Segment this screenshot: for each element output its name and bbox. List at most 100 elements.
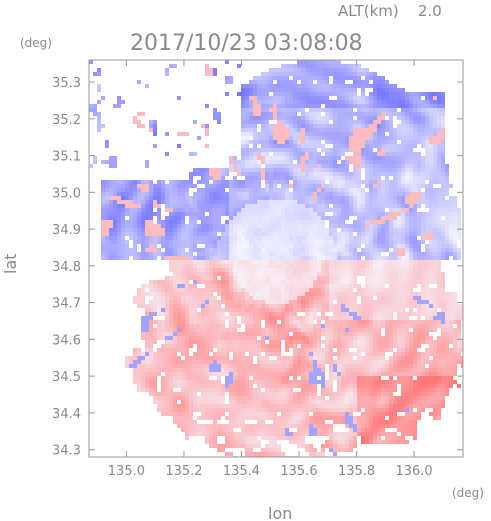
velocity-cell (137, 180, 141, 184)
velocity-cell (109, 256, 113, 260)
velocity-cell (297, 268, 301, 272)
velocity-cell (285, 256, 289, 260)
velocity-cell (401, 96, 405, 100)
velocity-cell (297, 140, 301, 144)
velocity-cell (405, 340, 409, 344)
velocity-cell (333, 192, 337, 196)
velocity-cell (225, 268, 229, 272)
velocity-cell (345, 180, 349, 184)
velocity-cell (357, 284, 361, 288)
velocity-cell (153, 188, 157, 192)
velocity-cell (197, 180, 201, 184)
velocity-cell (277, 256, 281, 260)
velocity-cell (201, 176, 205, 180)
velocity-cell (281, 104, 285, 108)
velocity-cell (449, 224, 453, 228)
velocity-cell (301, 336, 305, 340)
velocity-cell (241, 308, 245, 312)
velocity-cell (389, 84, 393, 88)
velocity-cell (189, 328, 193, 332)
velocity-cell (377, 112, 381, 116)
y-unit-label: (deg) (20, 36, 52, 50)
velocity-cell (433, 212, 437, 216)
velocity-cell (217, 192, 221, 196)
velocity-cell (397, 300, 401, 304)
velocity-cell (449, 252, 453, 256)
velocity-cell (401, 140, 405, 144)
velocity-cell (221, 276, 225, 280)
velocity-cell (197, 204, 201, 208)
velocity-cell (269, 296, 273, 300)
velocity-cell (321, 136, 325, 140)
velocity-cell (249, 276, 253, 280)
velocity-cell (389, 168, 393, 172)
velocity-cell (197, 256, 201, 260)
velocity-cell (269, 216, 273, 220)
velocity-cell (409, 228, 413, 232)
velocity-cell (133, 228, 137, 232)
velocity-cell (325, 168, 329, 172)
velocity-cell (421, 192, 425, 196)
velocity-cell (165, 208, 169, 212)
velocity-cell (289, 148, 293, 152)
velocity-cell (169, 220, 173, 224)
velocity-cell (201, 260, 205, 264)
velocity-cell (325, 280, 329, 284)
velocity-cell (269, 116, 273, 120)
velocity-cell (113, 192, 117, 196)
velocity-cell (321, 288, 325, 292)
velocity-cell (201, 336, 205, 340)
velocity-cell (177, 224, 181, 228)
velocity-cell (385, 128, 389, 132)
velocity-cell (141, 316, 145, 320)
velocity-cell (293, 228, 297, 232)
velocity-cell (333, 268, 337, 272)
velocity-cell (377, 160, 381, 164)
velocity-cell (205, 240, 209, 244)
velocity-cell (277, 328, 281, 332)
velocity-cell (413, 208, 417, 212)
velocity-cell (189, 324, 193, 328)
velocity-cell (197, 324, 201, 328)
velocity-cell (413, 328, 417, 332)
velocity-cell (277, 124, 281, 128)
velocity-cell (257, 300, 261, 304)
velocity-cell (389, 316, 393, 320)
velocity-cell (333, 340, 337, 344)
velocity-cell (229, 208, 233, 212)
velocity-cell (261, 144, 265, 148)
velocity-cell (453, 340, 457, 344)
velocity-cell (277, 208, 281, 212)
velocity-cell (209, 260, 213, 264)
velocity-cell (349, 240, 353, 244)
velocity-cell (97, 112, 101, 116)
velocity-cell (209, 240, 213, 244)
velocity-cell (317, 104, 321, 108)
velocity-cell (261, 216, 265, 220)
velocity-cell (381, 308, 385, 312)
velocity-cell (229, 180, 233, 184)
velocity-cell (361, 180, 365, 184)
velocity-cell (205, 64, 209, 68)
velocity-cell (181, 208, 185, 212)
velocity-cell (161, 308, 165, 312)
velocity-cell (285, 124, 289, 128)
velocity-cell (417, 232, 421, 236)
velocity-cell (381, 228, 385, 232)
velocity-cell (425, 232, 429, 236)
velocity-cell (413, 300, 417, 304)
velocity-cell (221, 344, 225, 348)
velocity-cell (117, 208, 121, 212)
velocity-cell (181, 288, 185, 292)
velocity-cell (109, 224, 113, 228)
velocity-cell (409, 196, 413, 200)
velocity-cell (381, 292, 385, 296)
velocity-cell (265, 348, 269, 352)
velocity-cell (421, 144, 425, 148)
velocity-cell (137, 256, 141, 260)
velocity-cell (209, 344, 213, 348)
velocity-cell (205, 204, 209, 208)
velocity-cell (157, 284, 161, 288)
velocity-cell (261, 148, 265, 152)
velocity-cell (201, 204, 205, 208)
